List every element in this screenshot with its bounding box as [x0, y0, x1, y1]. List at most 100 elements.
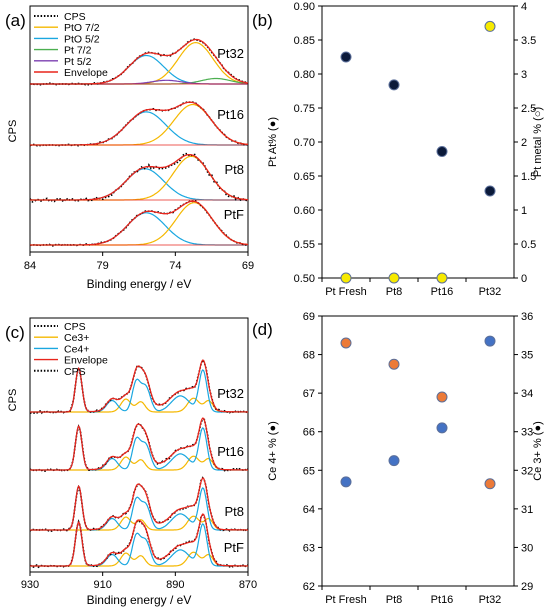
panel-a-cps-points	[29, 101, 249, 147]
panel-a-frame	[29, 5, 249, 253]
panel-c-frame	[29, 317, 249, 573]
panel-b: (b) Pt At% (●) Pt metal % (○) 0.500.550.…	[252, 1, 544, 298]
panel-c-spectrum-label: PtF	[224, 540, 244, 555]
panel-b-ytick-label: 0.60	[294, 205, 315, 217]
panel-b-y2tick-label: 1.5	[521, 171, 536, 183]
panel-a-legend-label: Pt 7/2	[64, 45, 92, 57]
panel-c-spectrum-label: Pt32	[217, 386, 244, 401]
panel-a-envelope	[30, 200, 249, 246]
panel-d-ytick-label: 65	[303, 465, 315, 477]
panel-a-legend-label: CPS	[64, 11, 86, 23]
panel-b-ytick-label: 0.75	[294, 103, 315, 115]
panel-d-point-ce-4-	[436, 391, 448, 403]
panel-a-label: (a)	[5, 11, 26, 30]
panel-b-point-pt-at-	[388, 79, 400, 91]
panel-d: (d) Ce 4+ % (●) Ce 3+ % (●) 62 63 64 65 66 67…	[252, 311, 544, 606]
panel-c-cps-points	[29, 476, 249, 533]
panel-d-point-ce-3-	[436, 422, 448, 434]
panel-c-ce4-curve	[30, 425, 248, 471]
panel-c-ce3-curve	[30, 515, 248, 531]
panel-b-frame	[321, 5, 515, 279]
panel-d-point-ce-3-	[388, 455, 400, 467]
panel-a-spectrum-label: PtF	[224, 207, 244, 222]
panel-d-point-ce-3-	[484, 335, 496, 347]
panel-a-component-curve	[30, 212, 248, 246]
panel-d-ytick-label: 67	[303, 388, 315, 400]
panel-c-ce4-curve	[30, 367, 248, 413]
panel-b-label: (b)	[252, 11, 273, 30]
panel-c-legend-label: Ce3+	[64, 332, 89, 344]
panel-b-point-pt-at-	[436, 146, 448, 158]
panel-c-ylabel: CPS	[7, 389, 19, 412]
panel-a-legend-label: Envelope	[64, 67, 108, 79]
panel-d-ytick-label: 68	[303, 350, 315, 362]
panel-d-xtick-label: Pt Fresh	[325, 594, 367, 606]
panel-d-y2tick-label: 36	[521, 311, 533, 323]
panel-c-cps-points	[29, 358, 249, 415]
panel-c-spectrum-label: Pt16	[217, 444, 244, 459]
panel-c-xtick-label: 870	[239, 579, 257, 591]
panel-a-envelope	[30, 101, 249, 146]
panel-a-xtick-label: 79	[97, 260, 109, 272]
panel-c-legend-label: Envelope	[64, 355, 108, 367]
panel-b-point-pt-metal-	[340, 272, 352, 284]
panel-d-point-ce-4-	[388, 358, 400, 370]
panel-b-point-pt-at-	[484, 185, 496, 197]
panel-d-y2tick-label: 29	[521, 581, 533, 593]
panel-a-xlabel: Binding energy / eV	[87, 277, 192, 291]
panel-a-cps-points	[29, 152, 249, 203]
panel-b-ytick-label: 0.70	[294, 137, 315, 149]
panel-b-y2tick-label: 4	[521, 1, 527, 13]
panel-a-component-curve	[30, 155, 249, 201]
panel-a-legend-label: PtO 5/2	[64, 33, 100, 45]
panel-a-component-curve	[30, 168, 248, 201]
panel-c: (c) CPS Binding energy / eV 930 910 890 870…	[5, 317, 257, 607]
panel-c-ce4-curve	[30, 485, 248, 531]
panel-c-legend-label: CPS	[64, 366, 86, 378]
panel-d-label: (d)	[252, 320, 273, 339]
panel-c-legend-label: CPS	[64, 321, 86, 333]
panel-b-ytick-label: 0.50	[294, 273, 315, 285]
panel-c-envelope	[30, 359, 248, 413]
panel-a-legend-label: Pt 5/2	[64, 56, 92, 68]
panel-d-frame	[321, 315, 515, 587]
panel-b-ytick-label: 0.90	[294, 1, 315, 13]
panel-a: (a) CPS Binding energy / eV 84 79 74 69 Pt3…	[5, 5, 254, 291]
panel-d-ytick-label: 63	[303, 542, 315, 554]
panel-b-xtick-label: Pt Fresh	[325, 286, 367, 298]
panel-c-label: (c)	[5, 323, 25, 342]
panel-a-spectrum-label: Pt32	[217, 46, 244, 61]
panel-b-ytick-label: 0.55	[294, 239, 315, 251]
panel-b-y2tick-label: 0	[521, 273, 527, 285]
panel-c-xlabel: Binding energy / eV	[87, 593, 192, 607]
panel-a-component-curve	[30, 41, 249, 85]
panel-c-ce4-curve	[30, 521, 248, 567]
panel-d-y2tick-label: 34	[521, 388, 533, 400]
panel-b-ytick-label: 0.80	[294, 69, 315, 81]
panel-c-ce3-curve	[30, 455, 248, 471]
panel-d-point-ce-4-	[484, 478, 496, 490]
panel-c-envelope	[30, 477, 248, 531]
panel-d-ytick-label: 62	[303, 581, 315, 593]
panel-a-component-curve	[30, 111, 248, 146]
panel-c-envelope	[30, 417, 248, 471]
panel-a-envelope	[30, 153, 249, 201]
panel-c-cps-points	[29, 418, 249, 473]
panel-c-spectrum-label: Pt8	[224, 504, 244, 519]
panel-a-ylabel: CPS	[7, 120, 19, 143]
panel-b-y2tick-label: 2	[521, 137, 527, 149]
panel-b-y2tick-label: 3.5	[521, 35, 536, 47]
panel-a-xtick-label: 74	[169, 260, 181, 272]
panel-b-y2tick-label: 1	[521, 205, 527, 217]
panel-d-y2label: Ce 3+ % (●)	[532, 421, 544, 481]
panel-c-legend-label: Ce4+	[64, 343, 89, 355]
panel-d-y2tick-label: 35	[521, 350, 533, 362]
panel-d-point-ce-3-	[340, 476, 352, 488]
panel-d-ytick-label: 64	[303, 504, 315, 516]
panel-b-xtick-label: Pt16	[431, 286, 454, 298]
panel-a-xtick-label: 84	[24, 260, 36, 272]
panel-a-component-curve	[30, 54, 248, 85]
panel-d-ylabel: Ce 4+ % (●)	[267, 421, 279, 481]
